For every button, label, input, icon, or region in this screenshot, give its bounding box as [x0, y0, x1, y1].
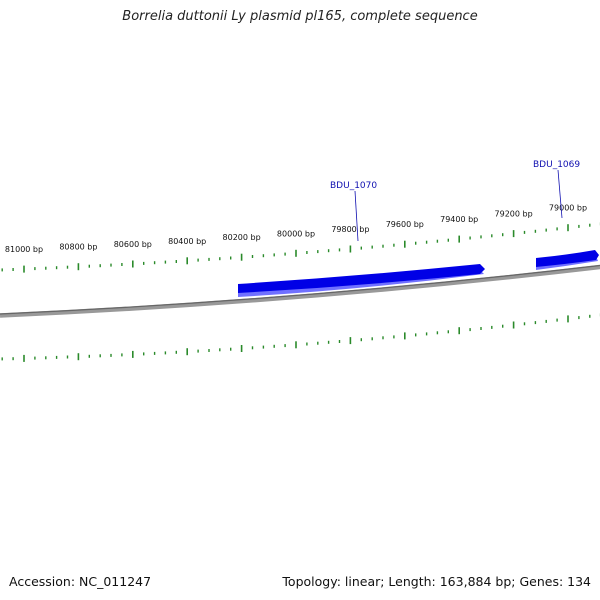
gene-label-BDU_1069[interactable]: BDU_1069	[533, 160, 580, 219]
tick-label: 79000 bp	[549, 204, 587, 213]
leader-line	[557, 169, 563, 219]
tick-label: 80400 bp	[168, 237, 206, 246]
tick-label: 79400 bp	[440, 215, 478, 224]
tick-label: 79200 bp	[495, 210, 533, 219]
gene-BDU_1070[interactable]	[238, 264, 485, 297]
inner-tick-track	[1, 313, 600, 362]
leader-line	[354, 190, 359, 242]
sequence-summary-text: Topology: linear; Length: 163,884 bp; Ge…	[282, 574, 591, 589]
gene-label-BDU_1070[interactable]: BDU_1070	[330, 181, 377, 242]
map-title: Borrelia duttonii Ly plasmid pl165, comp…	[122, 9, 478, 24]
tick-label: 79600 bp	[386, 220, 424, 229]
tick-label: 80600 bp	[114, 240, 152, 249]
tick-label: 80800 bp	[59, 243, 97, 252]
tick-label: 79800 bp	[331, 225, 369, 234]
accession-text: Accession: NC_011247	[9, 574, 152, 589]
gene-BDU_1069[interactable]	[536, 250, 599, 270]
tick-label-group: 81000 bp 80800 bp 80600 bp 80400 bp 80200 bp…	[5, 204, 587, 254]
tick-label: 80000 bp	[277, 229, 315, 238]
tick-label: 80200 bp	[223, 233, 261, 242]
gene-label-text: BDU_1069	[533, 160, 580, 170]
sequence-backbone	[0, 264, 600, 318]
gene-label-text: BDU_1070	[330, 181, 377, 191]
outer-tick-track	[1, 222, 600, 273]
tick-label: 81000 bp	[5, 245, 43, 254]
